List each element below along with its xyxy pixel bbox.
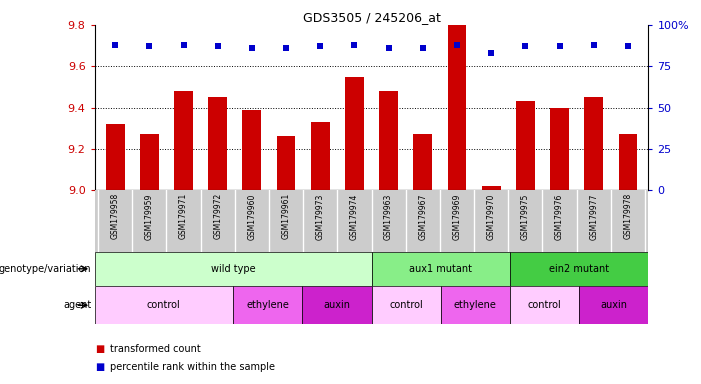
Bar xyxy=(618,134,637,190)
Text: ■: ■ xyxy=(95,344,104,354)
Bar xyxy=(208,97,227,190)
Text: genotype/variation: genotype/variation xyxy=(0,264,91,274)
Bar xyxy=(140,134,158,190)
Point xyxy=(622,43,634,50)
Text: GSM179975: GSM179975 xyxy=(521,193,530,240)
Point xyxy=(417,45,428,51)
Point xyxy=(246,45,257,51)
Text: GSM179973: GSM179973 xyxy=(315,193,325,240)
Bar xyxy=(277,136,295,190)
Point xyxy=(109,42,121,48)
Text: control: control xyxy=(389,300,423,310)
Bar xyxy=(243,109,261,190)
Text: control: control xyxy=(528,300,562,310)
Bar xyxy=(379,91,398,190)
Text: control: control xyxy=(147,300,181,310)
Point xyxy=(588,42,599,48)
Text: GSM179961: GSM179961 xyxy=(282,193,291,239)
Bar xyxy=(372,252,510,286)
Text: aux1 mutant: aux1 mutant xyxy=(409,264,472,274)
Bar xyxy=(516,101,535,190)
Point xyxy=(349,42,360,48)
Text: GSM179967: GSM179967 xyxy=(418,193,428,240)
Text: wild type: wild type xyxy=(211,264,255,274)
Bar xyxy=(233,286,302,324)
Point xyxy=(178,42,189,48)
Bar xyxy=(510,252,648,286)
Bar xyxy=(95,252,372,286)
Point xyxy=(519,43,531,50)
Bar xyxy=(372,286,441,324)
Text: auxin: auxin xyxy=(323,300,350,310)
Point xyxy=(280,45,292,51)
Bar xyxy=(174,91,193,190)
Text: GSM179972: GSM179972 xyxy=(213,193,222,239)
Text: percentile rank within the sample: percentile rank within the sample xyxy=(110,362,275,372)
Text: GSM179971: GSM179971 xyxy=(179,193,188,239)
Text: transformed count: transformed count xyxy=(110,344,200,354)
Bar xyxy=(510,286,579,324)
Bar xyxy=(106,124,125,190)
Text: auxin: auxin xyxy=(600,300,627,310)
Text: GSM179969: GSM179969 xyxy=(452,193,461,240)
Text: GSM179970: GSM179970 xyxy=(486,193,496,240)
Bar xyxy=(482,186,501,190)
Text: GSM179958: GSM179958 xyxy=(111,193,120,239)
Point xyxy=(554,43,565,50)
Text: GSM179976: GSM179976 xyxy=(555,193,564,240)
Text: ein2 mutant: ein2 mutant xyxy=(549,264,609,274)
Point xyxy=(451,42,463,48)
Text: GSM179963: GSM179963 xyxy=(384,193,393,240)
Point xyxy=(212,43,224,50)
Text: GSM179959: GSM179959 xyxy=(145,193,154,240)
Text: GSM179977: GSM179977 xyxy=(590,193,598,240)
Text: ethylene: ethylene xyxy=(246,300,289,310)
Bar xyxy=(585,97,603,190)
Point xyxy=(144,43,155,50)
Bar xyxy=(302,286,372,324)
Text: ethylene: ethylene xyxy=(454,300,497,310)
Text: GDS3505 / 245206_at: GDS3505 / 245206_at xyxy=(303,12,440,25)
Point xyxy=(486,50,497,56)
Text: GSM179960: GSM179960 xyxy=(247,193,257,240)
Text: ■: ■ xyxy=(95,362,104,372)
Bar xyxy=(345,76,364,190)
Bar xyxy=(550,108,569,190)
Text: GSM179978: GSM179978 xyxy=(623,193,632,239)
Bar xyxy=(414,134,433,190)
Bar xyxy=(311,122,329,190)
Bar xyxy=(441,286,510,324)
Point xyxy=(315,43,326,50)
Bar xyxy=(579,286,648,324)
Bar xyxy=(448,25,466,190)
Bar xyxy=(95,286,233,324)
Text: agent: agent xyxy=(63,300,91,310)
Point xyxy=(383,45,394,51)
Text: GSM179974: GSM179974 xyxy=(350,193,359,240)
